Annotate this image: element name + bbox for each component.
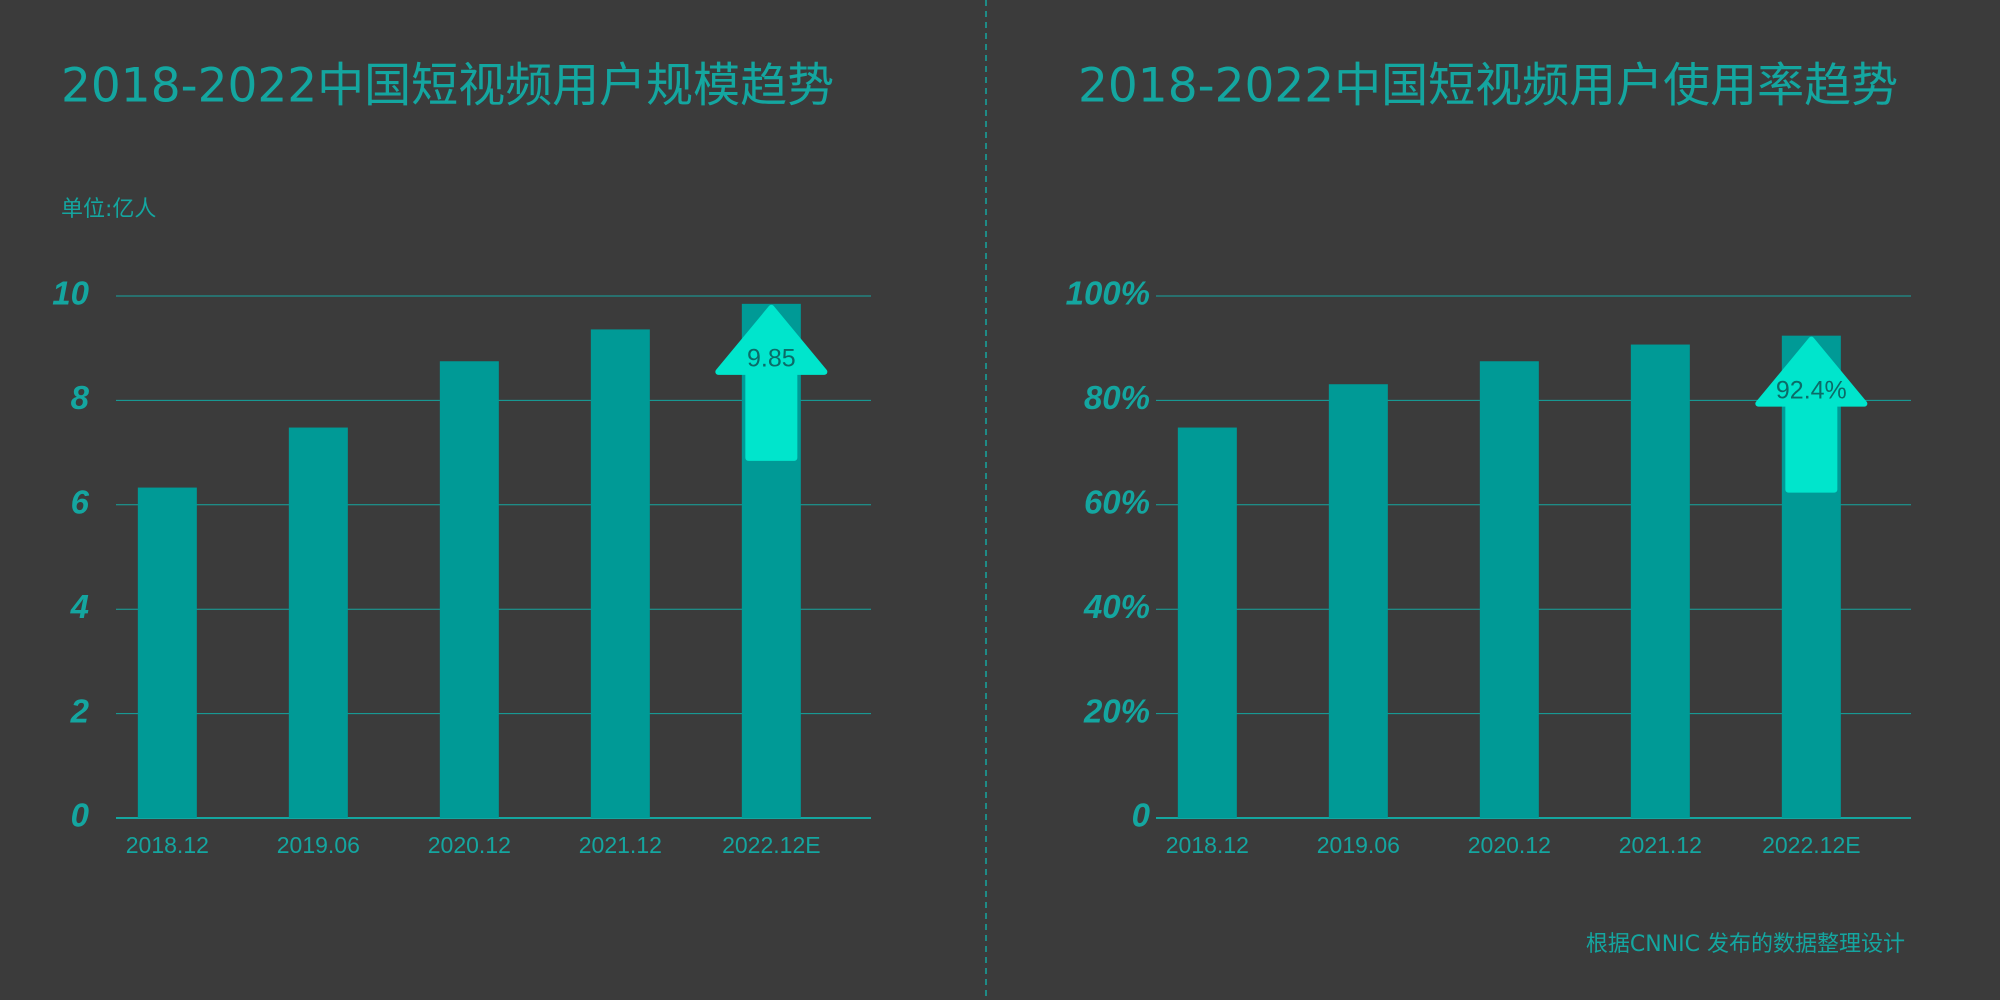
y-tick-label: 80% [1084, 379, 1150, 416]
chart-title: 2018-2022中国短视频用户规模趋势 [61, 59, 834, 114]
unit-label: 单位:亿人 [61, 197, 156, 222]
x-tick-label: 2022.12E [1762, 832, 1860, 858]
bar [288, 427, 348, 818]
y-tick-label: 0 [71, 797, 90, 834]
y-tick-label: 10 [52, 275, 89, 312]
highlight-arrow [715, 304, 828, 461]
x-tick-label: 2020.12 [428, 832, 511, 858]
value-label: 9.85 [747, 344, 796, 372]
x-tick-label: 2021.12 [1619, 832, 1702, 858]
y-tick-label: 6 [71, 484, 90, 521]
x-tick-label: 2022.12E [722, 832, 820, 858]
y-tick-label: 4 [70, 588, 89, 625]
y-tick-label: 0 [1132, 797, 1151, 834]
x-tick-label: 2021.12 [579, 832, 662, 858]
x-tick-label: 2020.12 [1468, 832, 1551, 858]
x-tick-label: 2019.06 [1317, 832, 1400, 858]
x-tick-label: 2019.06 [277, 832, 360, 858]
y-tick-label: 40% [1083, 588, 1150, 625]
x-tick-label: 2018.12 [1166, 832, 1249, 858]
bar [137, 487, 197, 818]
y-tick-label: 20% [1083, 692, 1150, 729]
y-tick-label: 60% [1084, 484, 1150, 521]
bar [1479, 361, 1539, 818]
y-tick-label: 8 [71, 379, 90, 416]
y-tick-label: 2 [70, 692, 90, 729]
bar [439, 361, 499, 818]
bar [1328, 384, 1388, 818]
highlight-arrow [1755, 336, 1868, 493]
x-tick-label: 2018.12 [126, 832, 209, 858]
chart-title: 2018-2022中国短视频用户使用率趋势 [1078, 59, 1898, 114]
bar [1630, 344, 1690, 818]
bar [1177, 427, 1237, 818]
footer: 根据CNNIC 发布的数据整理设计 [1586, 932, 1905, 957]
value-label: 92.4% [1776, 376, 1847, 404]
bar [590, 329, 650, 818]
y-tick-label: 100% [1066, 275, 1150, 312]
